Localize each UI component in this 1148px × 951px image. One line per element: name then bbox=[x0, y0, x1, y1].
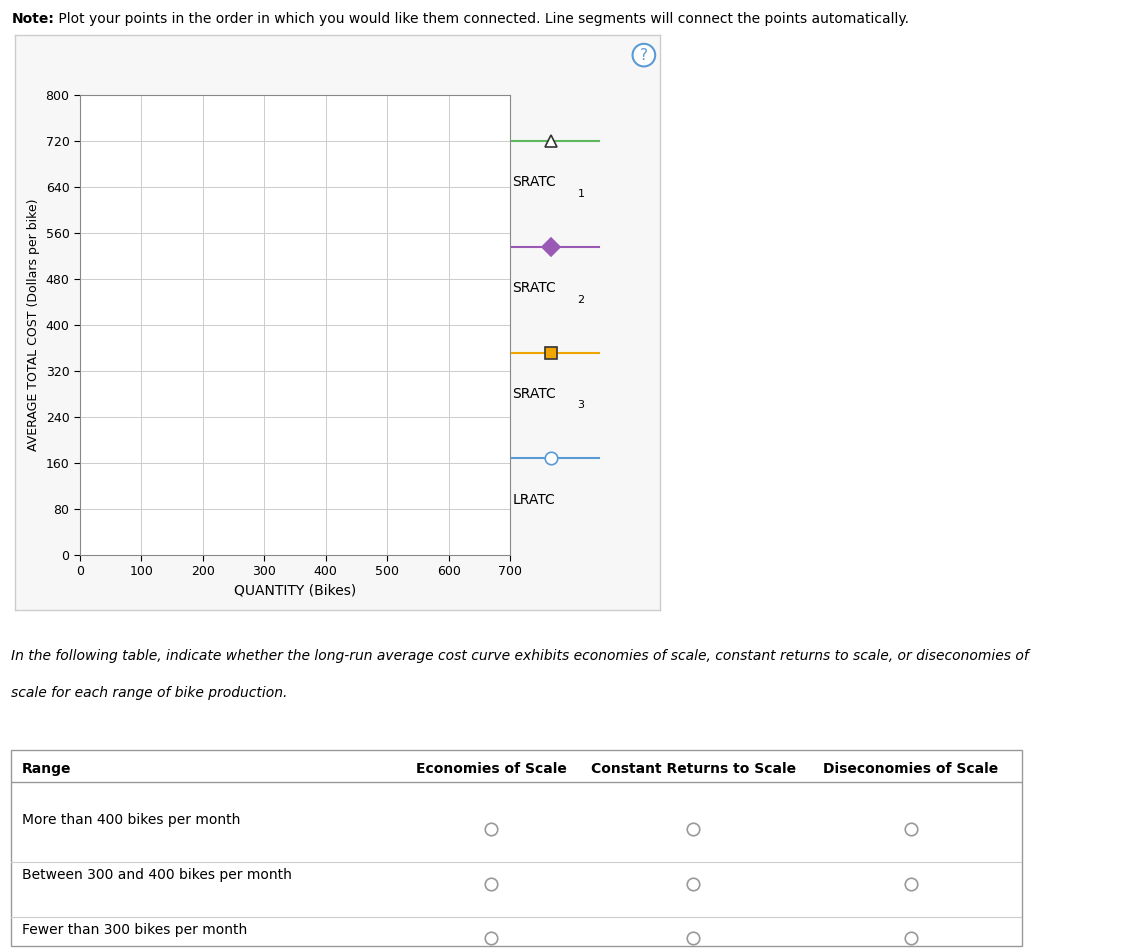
Text: SRATC: SRATC bbox=[512, 387, 556, 401]
Text: Diseconomies of Scale: Diseconomies of Scale bbox=[823, 762, 999, 776]
Text: 1: 1 bbox=[577, 189, 584, 199]
Text: LRATC: LRATC bbox=[512, 493, 554, 507]
Text: Constant Returns to Scale: Constant Returns to Scale bbox=[591, 762, 796, 776]
Text: More than 400 bikes per month: More than 400 bikes per month bbox=[22, 813, 240, 827]
Text: Between 300 and 400 bikes per month: Between 300 and 400 bikes per month bbox=[22, 868, 292, 882]
Text: In the following table, indicate whether the long-run average cost curve exhibit: In the following table, indicate whether… bbox=[11, 649, 1030, 663]
Text: scale for each range of bike production.: scale for each range of bike production. bbox=[11, 686, 288, 700]
Y-axis label: AVERAGE TOTAL COST (Dollars per bike): AVERAGE TOTAL COST (Dollars per bike) bbox=[28, 199, 40, 452]
Text: 3: 3 bbox=[577, 400, 584, 411]
X-axis label: QUANTITY (Bikes): QUANTITY (Bikes) bbox=[234, 584, 356, 598]
Text: SRATC: SRATC bbox=[512, 281, 556, 295]
Text: Plot your points in the order in which you would like them connected. Line segme: Plot your points in the order in which y… bbox=[54, 12, 909, 26]
Text: Economies of Scale: Economies of Scale bbox=[416, 762, 567, 776]
Text: Range: Range bbox=[22, 762, 71, 776]
Text: SRATC: SRATC bbox=[512, 175, 556, 189]
Text: 2: 2 bbox=[577, 295, 584, 304]
Text: Fewer than 300 bikes per month: Fewer than 300 bikes per month bbox=[22, 922, 247, 937]
Text: Note:: Note: bbox=[11, 12, 54, 26]
Text: ?: ? bbox=[639, 48, 647, 63]
